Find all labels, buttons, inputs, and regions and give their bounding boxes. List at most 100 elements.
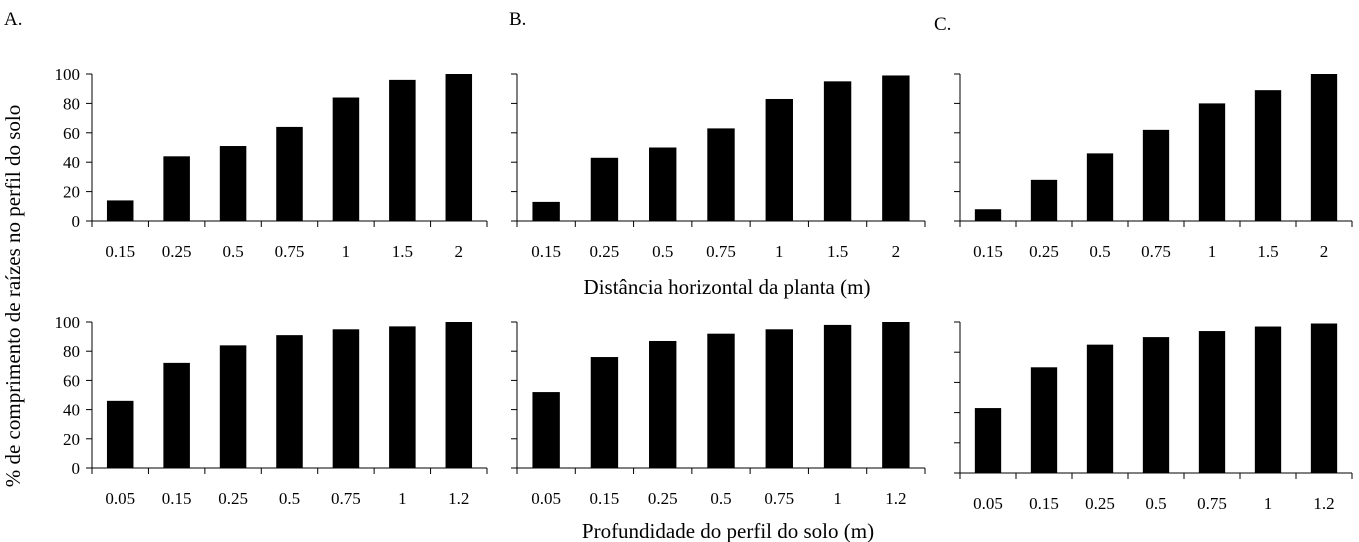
x-tick-label: 2 [1320, 242, 1329, 261]
x-tick-label: 0.25 [590, 242, 620, 261]
bar-0.75 [1198, 331, 1226, 473]
x-tick-label: 1 [1264, 494, 1273, 513]
bar-1.2 [1310, 323, 1338, 473]
chart-a-top: 0 20 40 60 80 100 0.15 0.25 0.5 0.75 1 1.5 2 [55, 65, 488, 261]
chart-b-bottom: 0.05 0.15 0.25 0.5 0.75 1 1.2 [511, 321, 926, 508]
x-tick-label: 0.15 [531, 242, 561, 261]
x-axis-label-bottom: Profundidade do perfil do solo (m) [582, 519, 874, 542]
x-tick-label: 0.5 [1089, 242, 1110, 261]
y-tick-label: 100 [55, 65, 81, 84]
bar-0.05 [532, 392, 560, 468]
bar-0.05 [974, 408, 1002, 473]
bar-0.75 [1142, 129, 1170, 221]
x-tick-label: 0.15 [973, 242, 1003, 261]
bar-0.25 [219, 345, 247, 468]
bar-2 [1310, 74, 1338, 221]
bar-0.25 [590, 157, 619, 221]
x-tick-label: 0.75 [764, 489, 794, 508]
panel-letter-b: B. [509, 9, 526, 30]
x-tick-label: 0.15 [590, 489, 620, 508]
x-tick-label: 0.5 [652, 242, 673, 261]
bar-1.5 [389, 79, 416, 221]
x-tick-label: 0.5 [222, 242, 243, 261]
bar-0.25 [1086, 344, 1114, 473]
bar-0.05 [106, 400, 134, 468]
bar-1.5 [1254, 90, 1282, 221]
bar-0.5 [1086, 153, 1114, 221]
panel-letter-c: C. [934, 14, 951, 35]
x-tick-label: 0.15 [162, 489, 192, 508]
bar-0.5 [276, 335, 303, 468]
y-tick-label: 40 [63, 401, 80, 420]
bar-0.15 [1030, 367, 1058, 473]
x-tick-label: 0.75 [275, 242, 305, 261]
bar-0.75 [332, 329, 360, 468]
y-tick-label: 20 [63, 430, 80, 449]
x-tick-label: 1 [398, 489, 407, 508]
y-tick-label: 0 [72, 459, 81, 478]
x-tick-label: 1 [342, 242, 351, 261]
x-tick-label: 0.75 [331, 489, 361, 508]
bar-0.15 [590, 357, 619, 468]
chart-a-bottom: 0 20 40 60 80 100 0.05 0.15 0.25 0.5 0.75 1 1.2 [55, 313, 488, 508]
bar-0.5 [707, 333, 735, 468]
bar-0.15 [106, 200, 134, 221]
bar-0.75 [276, 126, 303, 221]
x-tick-label: 2 [455, 242, 464, 261]
bar-0.5 [219, 146, 247, 221]
y-tick-label: 60 [63, 124, 80, 143]
bar-2 [445, 74, 473, 221]
x-tick-label: 0.75 [706, 242, 736, 261]
bar-1 [823, 324, 852, 468]
bar-1 [389, 326, 416, 468]
y-axis-label: % de comprimento de raízes no perfil do … [1, 105, 25, 488]
x-tick-label: 0.25 [1085, 494, 1115, 513]
bar-1.5 [823, 81, 852, 221]
chart-c-bottom: 0.05 0.15 0.25 0.5 0.75 1 1.2 [954, 321, 1353, 513]
x-tick-label: 0.05 [105, 489, 135, 508]
y-tick-label: 60 [63, 371, 80, 390]
bar-0.25 [1030, 179, 1058, 221]
y-tick-label: 80 [63, 94, 80, 113]
x-tick-label: 1.5 [392, 242, 413, 261]
bar-0.15 [974, 209, 1002, 221]
bar-0.5 [649, 147, 677, 221]
x-tick-label: 0.25 [218, 489, 248, 508]
bar-1 [1198, 103, 1226, 221]
bar-1 [1254, 326, 1282, 473]
bar-1.2 [445, 322, 473, 468]
x-tick-label: 0.75 [1197, 494, 1227, 513]
x-tick-label: 0.75 [1141, 242, 1171, 261]
bar-0.75 [707, 128, 735, 221]
x-tick-label: 2 [892, 242, 901, 261]
bar-0.75 [765, 329, 793, 468]
y-tick-label: 0 [72, 212, 81, 231]
x-tick-label: 1.5 [1257, 242, 1278, 261]
bar-0.15 [532, 201, 560, 221]
y-tick-label: 20 [63, 183, 80, 202]
y-tick-label: 100 [55, 313, 81, 332]
x-tick-label: 1 [775, 242, 784, 261]
bar-0.15 [163, 362, 190, 468]
y-tick-label: 40 [63, 153, 80, 172]
x-tick-label: 0.5 [279, 489, 300, 508]
chart-b-top: 0.15 0.25 0.5 0.75 1 1.5 2 [511, 73, 926, 261]
x-axis-label-top: Distância horizontal da planta (m) [584, 275, 871, 299]
bar-1 [332, 97, 360, 221]
x-tick-label: 1.2 [885, 489, 906, 508]
chart-c-top: 0.15 0.25 0.5 0.75 1 1.5 2 [954, 73, 1353, 261]
bar-0.25 [649, 340, 677, 468]
x-tick-label: 1 [833, 489, 842, 508]
x-tick-label: 1.2 [448, 489, 469, 508]
x-tick-label: 0.5 [710, 489, 731, 508]
x-tick-label: 0.05 [973, 494, 1003, 513]
x-tick-label: 1.5 [827, 242, 848, 261]
bar-1 [765, 98, 793, 221]
y-tick-label: 80 [63, 342, 80, 361]
bar-0.5 [1142, 337, 1170, 473]
x-tick-label: 1.2 [1313, 494, 1334, 513]
x-tick-label: 0.25 [1029, 242, 1059, 261]
bar-2 [882, 75, 910, 221]
